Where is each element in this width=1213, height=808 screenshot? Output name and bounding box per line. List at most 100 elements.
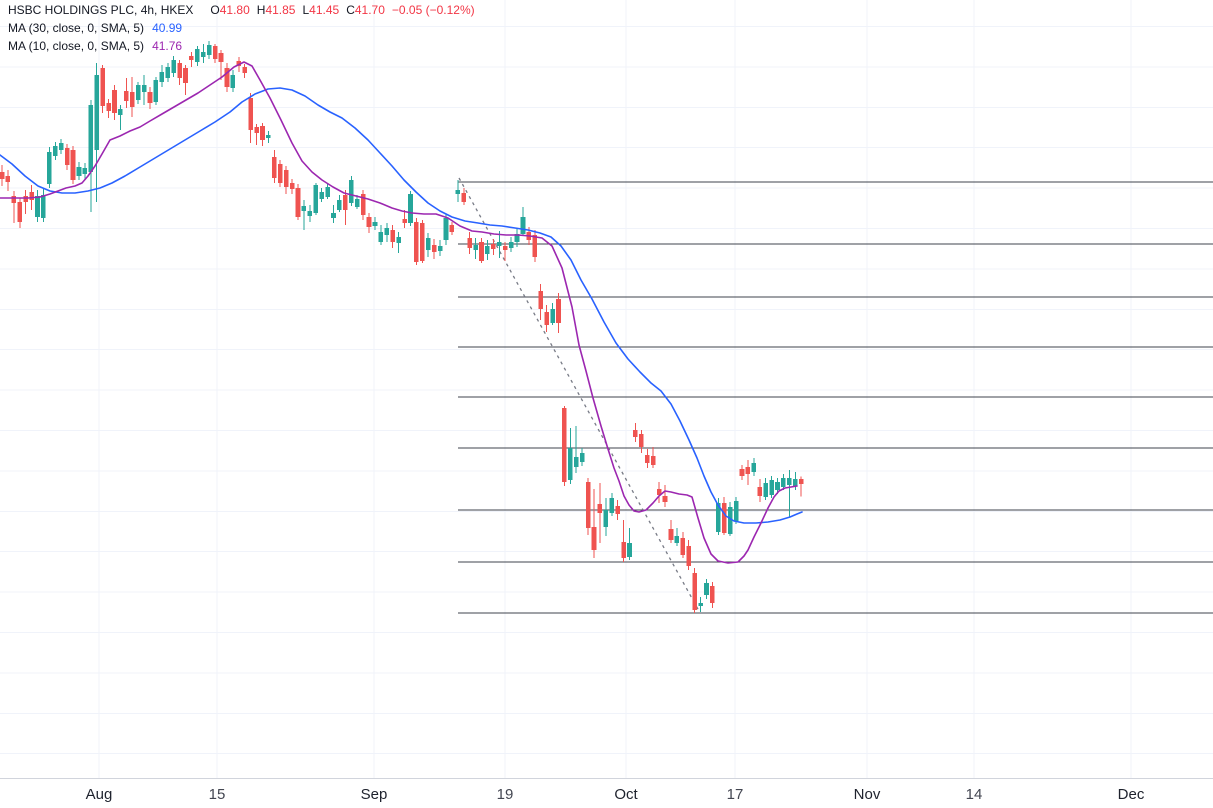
candle-down xyxy=(224,68,230,87)
candle-up xyxy=(307,211,313,216)
candle-up xyxy=(47,152,52,184)
candle-up xyxy=(206,45,212,55)
candle-down xyxy=(248,98,253,130)
indicator-row-ma10[interactable]: MA (10, close, 0, SMA, 5) 41.76 xyxy=(8,39,475,54)
low-value: 41.45 xyxy=(309,3,340,17)
candle-down xyxy=(532,235,538,257)
candle-down xyxy=(585,482,591,528)
candle-up xyxy=(88,105,94,172)
candle-up xyxy=(35,196,40,217)
candle-down xyxy=(668,529,674,540)
ma10-value: 41.76 xyxy=(152,39,183,53)
ma30-value: 40.99 xyxy=(152,21,183,35)
candle-down xyxy=(366,217,372,227)
candle-up xyxy=(787,478,792,485)
candle-down xyxy=(212,46,218,59)
candle-down xyxy=(544,312,549,325)
candle-up xyxy=(674,536,680,543)
candle-down xyxy=(112,90,117,113)
candle-down xyxy=(502,246,508,250)
candle-up xyxy=(775,482,780,490)
candle-up xyxy=(153,80,159,102)
open-label: O xyxy=(210,3,220,17)
candle-down xyxy=(739,469,745,476)
candle-up xyxy=(165,67,171,78)
candle-up xyxy=(496,242,502,246)
candle-down xyxy=(431,245,437,252)
symbol-title: HSBC HOLDINGS PLC, 4h, HKEX xyxy=(8,3,194,17)
candle-down xyxy=(692,573,697,610)
candle-down xyxy=(798,479,804,484)
candle-up xyxy=(573,457,579,467)
candle-down xyxy=(189,56,194,60)
candle-up xyxy=(94,75,100,150)
time-axis-label: Oct xyxy=(614,786,638,803)
candle-down xyxy=(17,202,23,222)
candle-down xyxy=(538,291,544,309)
candle-up xyxy=(769,480,774,495)
candle-up xyxy=(348,180,354,203)
candle-down xyxy=(467,238,472,248)
candle-down xyxy=(70,150,76,180)
candle-down xyxy=(479,242,484,261)
candle-up xyxy=(716,503,721,532)
candle-up xyxy=(733,501,739,521)
candle-up xyxy=(325,187,330,197)
candle-up xyxy=(520,217,526,234)
candle-down xyxy=(402,219,407,223)
candle-up xyxy=(41,195,46,218)
candle-down xyxy=(0,172,5,179)
candle-up xyxy=(698,603,703,606)
candle-up xyxy=(473,245,478,250)
candle-up xyxy=(372,222,378,226)
time-axis-label: 15 xyxy=(208,786,226,803)
candle-up xyxy=(52,146,58,156)
candle-down xyxy=(129,92,135,107)
candle-up xyxy=(763,483,768,497)
candle-up xyxy=(337,200,342,210)
candle-up xyxy=(159,72,165,82)
close-label: C xyxy=(346,3,355,17)
time-axis-label: Nov xyxy=(853,786,881,803)
legend: HSBC HOLDINGS PLC, 4h, HKEX O41.80 H41.85 L… xyxy=(8,3,475,57)
candle-up xyxy=(76,167,82,176)
candle-up xyxy=(792,479,798,486)
candle-up xyxy=(171,60,176,73)
candle-down xyxy=(106,103,111,111)
candle-down xyxy=(562,408,567,482)
candle-down xyxy=(360,194,366,215)
candle-up xyxy=(384,228,390,235)
time-axis-label: Aug xyxy=(85,786,113,803)
time-axis-label: Sep xyxy=(360,786,388,803)
candle-up xyxy=(266,135,271,138)
time-axis-label: 14 xyxy=(965,786,983,803)
indicator-row-ma30[interactable]: MA (30, close, 0, SMA, 5) 40.99 xyxy=(8,21,475,36)
candle-up xyxy=(58,143,64,150)
candle-up xyxy=(704,583,709,595)
candle-down xyxy=(64,148,70,165)
candle-down xyxy=(414,222,419,262)
candle-down xyxy=(556,299,561,323)
close-value: 41.70 xyxy=(354,3,385,17)
candle-up xyxy=(514,234,520,242)
candle-down xyxy=(147,92,153,103)
candle-up xyxy=(354,199,360,207)
candle-up xyxy=(378,232,384,242)
candle-down xyxy=(390,230,396,242)
ma30-label: MA (30, close, 0, SMA, 5) xyxy=(8,21,145,35)
candle-down xyxy=(100,68,105,106)
chart-canvas[interactable] xyxy=(0,0,1213,778)
candle-down xyxy=(420,223,425,261)
candle-up xyxy=(485,246,490,254)
candle-up xyxy=(508,242,514,248)
candle-up xyxy=(751,463,757,472)
candle-up xyxy=(301,206,307,211)
candle-down xyxy=(242,67,248,73)
candle-down xyxy=(644,455,650,463)
candle-down xyxy=(183,68,188,83)
candle-down xyxy=(721,503,727,533)
time-axis[interactable]: Aug 15 Sep 19 Oct 17 Nov 14 Dec xyxy=(0,778,1213,808)
candle-down xyxy=(597,504,603,513)
symbol-row[interactable]: HSBC HOLDINGS PLC, 4h, HKEX O41.80 H41.85 L… xyxy=(8,3,475,18)
